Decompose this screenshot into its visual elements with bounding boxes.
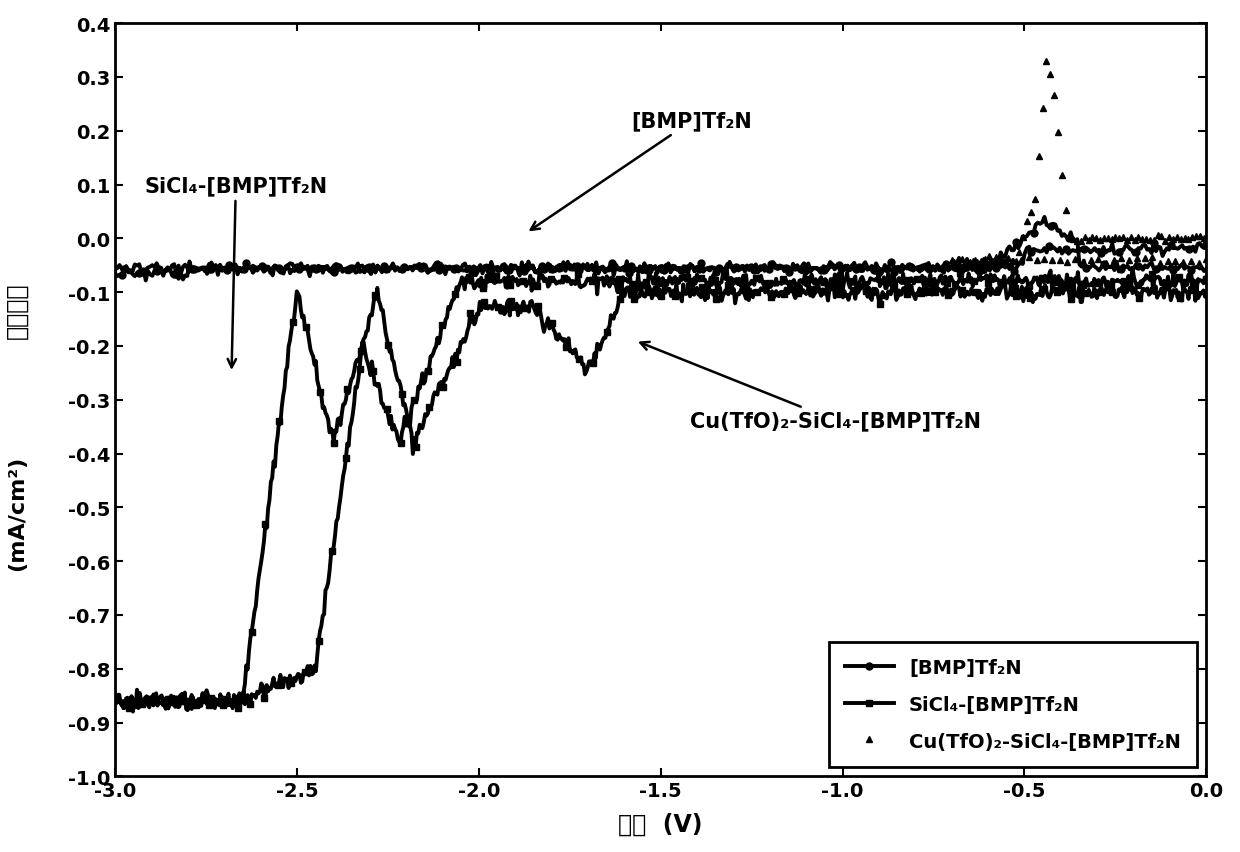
- SiCl₄-[BMP]Tf₂N: [1199, 274, 1214, 285]
- Cu(TfO)₂-SiCl₄-[BMP]Tf₂N: [1197, 256, 1211, 266]
- [BMP]Tf₂N: [720, 260, 735, 270]
- SiCl₄-[BMP]Tf₂N: [807, 279, 822, 290]
- [BMP]Tf₂N: [1037, 212, 1052, 222]
- Text: [BMP]Tf₂N: [BMP]Tf₂N: [531, 112, 753, 231]
- [BMP]Tf₂N: [976, 267, 991, 277]
- [BMP]Tf₂N: [315, 268, 330, 279]
- Cu(TfO)₂-SiCl₄-[BMP]Tf₂N: [1045, 80, 1060, 90]
- [BMP]Tf₂N: [1199, 264, 1214, 274]
- Line: [BMP]Tf₂N: [BMP]Tf₂N: [112, 214, 1210, 285]
- Text: 电流密度: 电流密度: [5, 282, 29, 338]
- [BMP]Tf₂N: [759, 265, 774, 275]
- Cu(TfO)₂-SiCl₄-[BMP]Tf₂N: [1141, 234, 1156, 245]
- Line: SiCl₄-[BMP]Tf₂N: SiCl₄-[BMP]Tf₂N: [113, 266, 1209, 715]
- Cu(TfO)₂-SiCl₄-[BMP]Tf₂N: [1047, 90, 1061, 101]
- Legend: [BMP]Tf₂N, SiCl₄-[BMP]Tf₂N, Cu(TfO)₂-SiCl₄-[BMP]Tf₂N: [BMP]Tf₂N, SiCl₄-[BMP]Tf₂N, Cu(TfO)₂-SiC…: [830, 642, 1197, 767]
- Cu(TfO)₂-SiCl₄-[BMP]Tf₂N: [1053, 153, 1068, 164]
- Line: Cu(TfO)₂-SiCl₄-[BMP]Tf₂N: Cu(TfO)₂-SiCl₄-[BMP]Tf₂N: [949, 59, 1210, 268]
- SiCl₄-[BMP]Tf₂N: [125, 706, 140, 717]
- Cu(TfO)₂-SiCl₄-[BMP]Tf₂N: [1199, 238, 1214, 248]
- SiCl₄-[BMP]Tf₂N: [135, 699, 150, 710]
- X-axis label: 电位  (V): 电位 (V): [619, 811, 703, 835]
- [BMP]Tf₂N: [139, 276, 154, 286]
- Text: (mA/cm²): (mA/cm²): [7, 456, 27, 571]
- SiCl₄-[BMP]Tf₂N: [1199, 292, 1214, 302]
- [BMP]Tf₂N: [1199, 240, 1214, 250]
- SiCl₄-[BMP]Tf₂N: [523, 297, 538, 308]
- SiCl₄-[BMP]Tf₂N: [1061, 285, 1076, 295]
- [BMP]Tf₂N: [237, 265, 252, 275]
- SiCl₄-[BMP]Tf₂N: [210, 699, 224, 709]
- Text: Cu(TfO)₂-SiCl₄-[BMP]Tf₂N: Cu(TfO)₂-SiCl₄-[BMP]Tf₂N: [640, 343, 981, 431]
- SiCl₄-[BMP]Tf₂N: [1158, 280, 1173, 291]
- Cu(TfO)₂-SiCl₄-[BMP]Tf₂N: [962, 260, 977, 270]
- Cu(TfO)₂-SiCl₄-[BMP]Tf₂N: [1166, 234, 1180, 245]
- SiCl₄-[BMP]Tf₂N: [1125, 263, 1140, 273]
- Cu(TfO)₂-SiCl₄-[BMP]Tf₂N: [1199, 255, 1214, 265]
- Text: SiCl₄-[BMP]Tf₂N: SiCl₄-[BMP]Tf₂N: [144, 176, 327, 368]
- Cu(TfO)₂-SiCl₄-[BMP]Tf₂N: [1039, 57, 1054, 67]
- [BMP]Tf₂N: [517, 268, 532, 278]
